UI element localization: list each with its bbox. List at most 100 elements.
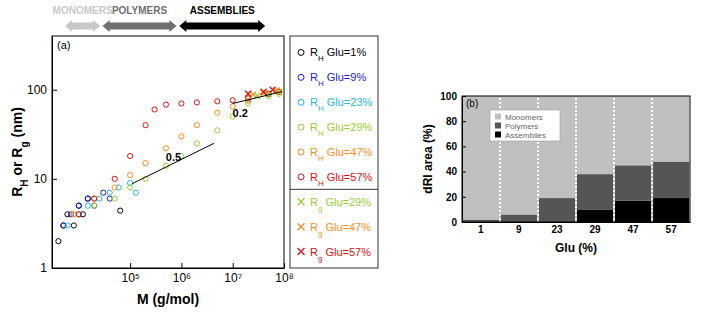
slope-line (132, 143, 214, 183)
circle-point (76, 212, 81, 217)
text-part: Glu=57% (324, 171, 373, 183)
circle-point (163, 146, 168, 151)
legend-box (290, 36, 378, 268)
circle-point (76, 203, 81, 208)
text-part: Glu=23% (324, 96, 373, 108)
legend-label: RH Glu=29% (310, 121, 373, 138)
circle-point (85, 196, 90, 201)
circle-point (215, 128, 220, 133)
circle-point (92, 196, 97, 201)
region-label: POLYMERS (112, 5, 168, 16)
tick-label: 10⁵ (121, 271, 139, 285)
figure: 10⁵10⁶10⁷10⁸1101000.50.2MONOMERSPOLYMERS… (0, 0, 708, 312)
cross-point (245, 91, 251, 97)
circle-point (101, 190, 106, 195)
panel-label: (b) (466, 98, 478, 109)
tick: 40 (446, 166, 466, 177)
series (71, 89, 281, 217)
circle-point (215, 110, 220, 115)
series (65, 180, 139, 228)
circle-point (112, 176, 117, 181)
legend-marker (298, 124, 304, 130)
tick-label: 40 (446, 166, 458, 177)
circle-point (85, 196, 90, 201)
region-arrow (65, 20, 100, 32)
tick: 47 (628, 224, 640, 235)
tick: 29 (589, 224, 601, 235)
legend-box (490, 110, 560, 141)
circle-point (143, 161, 148, 166)
bar (615, 96, 651, 165)
axis-line (53, 268, 285, 269)
series (76, 89, 281, 217)
circle-point (118, 208, 123, 213)
region-label: MONOMERS (53, 5, 113, 16)
circle-point (71, 212, 76, 217)
legend-marker (298, 174, 304, 180)
cross-point (261, 89, 267, 95)
tick-label: 10⁸ (275, 271, 293, 285)
plot-area (463, 96, 689, 222)
tick-label: 100 (440, 91, 457, 102)
text-part: Glu=29% (322, 196, 371, 208)
legend-separator (290, 189, 378, 190)
text-part: R (310, 96, 318, 108)
legend-marker (298, 248, 305, 255)
tick-label: 20 (446, 192, 458, 203)
legend-marker (298, 49, 304, 55)
tick-mark (462, 172, 466, 173)
legend-marker (298, 223, 305, 230)
text-part: R (310, 46, 318, 58)
tick-mark (462, 197, 466, 198)
tick-label: 10 (34, 172, 48, 186)
legend-label: RH Glu=9% (310, 71, 366, 88)
tick: 20 (446, 192, 466, 203)
legend-marker (298, 74, 304, 80)
circle-point (97, 196, 102, 201)
bar (539, 198, 575, 222)
series (61, 190, 113, 228)
bar (653, 96, 689, 162)
circle-point (71, 212, 76, 217)
bar (577, 209, 613, 222)
text-part: Glu=9% (324, 71, 367, 83)
text-part: R (310, 146, 318, 158)
legend-marker (298, 198, 305, 205)
circle-point (112, 185, 117, 190)
circle-point (56, 239, 61, 244)
circle-point (133, 190, 138, 195)
category-separator (614, 96, 615, 222)
bar (501, 214, 537, 222)
legend-label: RH Glu=47% (310, 146, 373, 163)
tick-mark (181, 263, 182, 268)
circle-point (143, 123, 148, 128)
tick-label: 47 (628, 224, 640, 235)
tick-mark (233, 263, 234, 268)
tick: 10⁷ (224, 263, 242, 285)
circle-point (76, 212, 81, 217)
legend-label: Assemblies (505, 131, 546, 140)
tick-mark (284, 263, 285, 268)
tick: 9 (516, 224, 522, 235)
legend-label: RH Glu=57% (310, 171, 373, 188)
x-axis: 10⁵10⁶10⁷10⁸ (53, 263, 294, 285)
legend-marker (298, 149, 304, 155)
tick-mark (130, 263, 131, 268)
text-part: R (310, 171, 318, 183)
circle-point (128, 185, 133, 190)
category-separator (576, 96, 577, 222)
legend-label: Monomers (505, 113, 543, 122)
legend-marker (495, 132, 501, 138)
circle-point (65, 223, 70, 228)
tick-label: 1 (478, 224, 484, 235)
legend-label: RH Glu=23% (310, 96, 373, 113)
tick-mark (462, 121, 466, 122)
circle-point (194, 100, 199, 105)
axis-line (462, 97, 463, 223)
legend: MonomersPolymersAssemblies (490, 110, 560, 141)
panel-label: (a) (57, 39, 70, 51)
text-part: R (310, 221, 318, 233)
legend-label: Rg Glu=57% (310, 246, 371, 262)
axis-line (52, 37, 53, 269)
plot-frame (52, 36, 284, 268)
